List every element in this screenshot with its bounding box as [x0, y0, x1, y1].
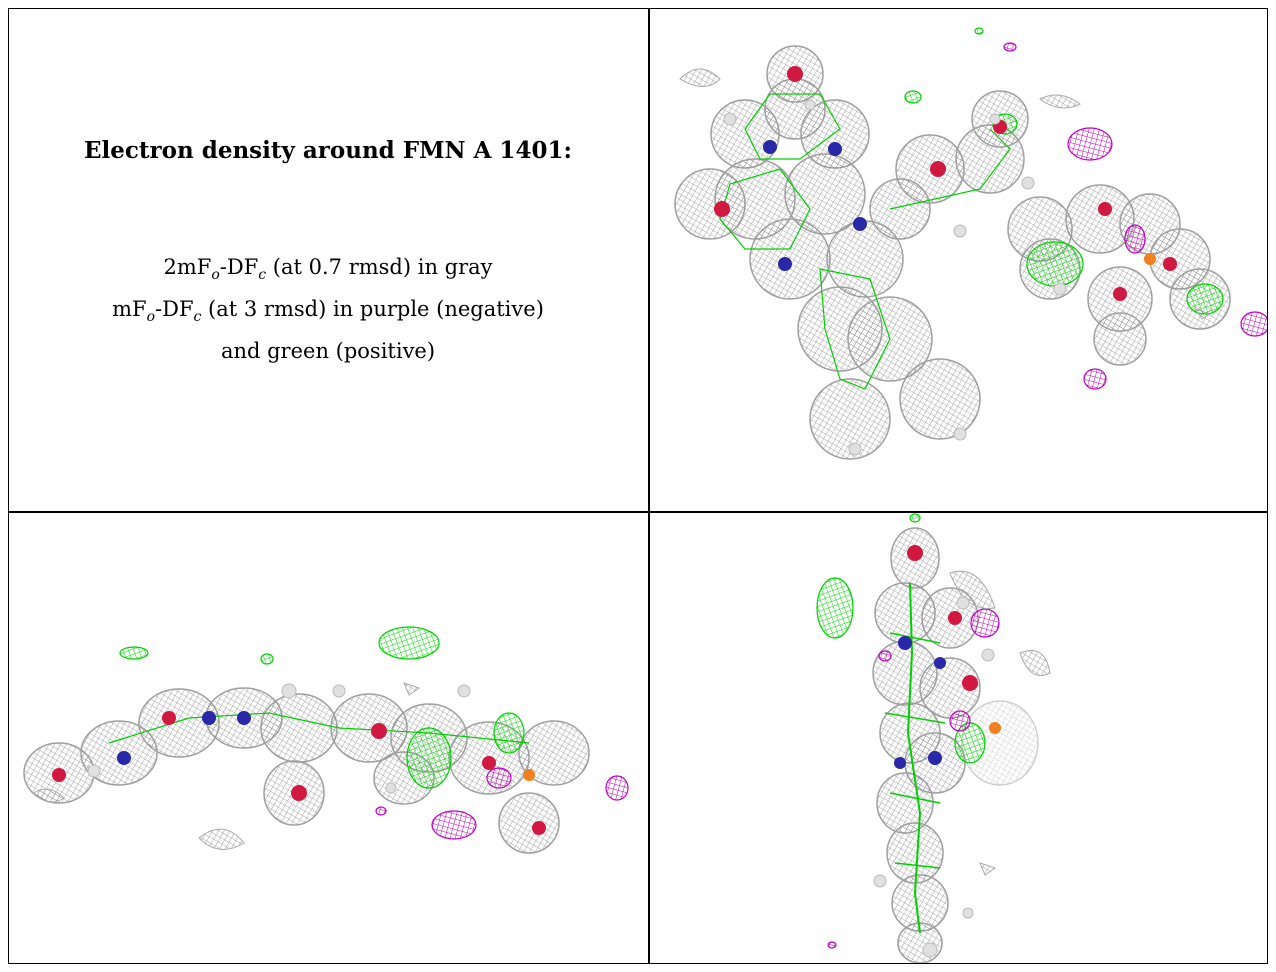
- density-end-view-image: [816, 513, 1051, 963]
- caption-line-3: and green (positive): [220, 339, 436, 364]
- caption-line-1: 2mFo-DFc (at 0.7 rmsd) in gray: [163, 255, 493, 284]
- purple-negative-density: [375, 767, 629, 840]
- figure-table: [8, 8, 1268, 964]
- green-positive-density: [719, 27, 1224, 390]
- stray-gray-mesh: [949, 570, 1051, 876]
- density-end-view: [650, 513, 1267, 963]
- green-positive-density: [108, 626, 530, 789]
- row-divider: [8, 511, 1268, 513]
- atoms: [52, 683, 546, 835]
- stray-gray-mesh: [33, 682, 421, 850]
- caption-line-2: mFo-DFc (at 3 rmsd) in purple (negative): [112, 297, 544, 326]
- purple-negative-density: [827, 608, 1000, 949]
- atoms: [714, 66, 1177, 456]
- column-divider: [648, 8, 650, 964]
- caption-cell: Electron density around FMN A 1401: 2mFo…: [9, 9, 647, 510]
- density-side-view-image: [23, 626, 629, 854]
- stray-gray-mesh: [679, 68, 1212, 320]
- gray-density-mesh: [674, 45, 1231, 460]
- caption-description: 2mFo-DFc (at 0.7 rmsd) in gray mFo-DFc (…: [9, 250, 647, 368]
- gray-density-mesh: [872, 527, 1039, 963]
- caption-title: Electron density around FMN A 1401:: [84, 137, 572, 164]
- density-top-view: [650, 9, 1267, 510]
- density-side-view: [9, 513, 647, 963]
- purple-negative-density: [1003, 42, 1267, 390]
- atoms: [873, 545, 1001, 958]
- density-top-view-image: [674, 27, 1267, 460]
